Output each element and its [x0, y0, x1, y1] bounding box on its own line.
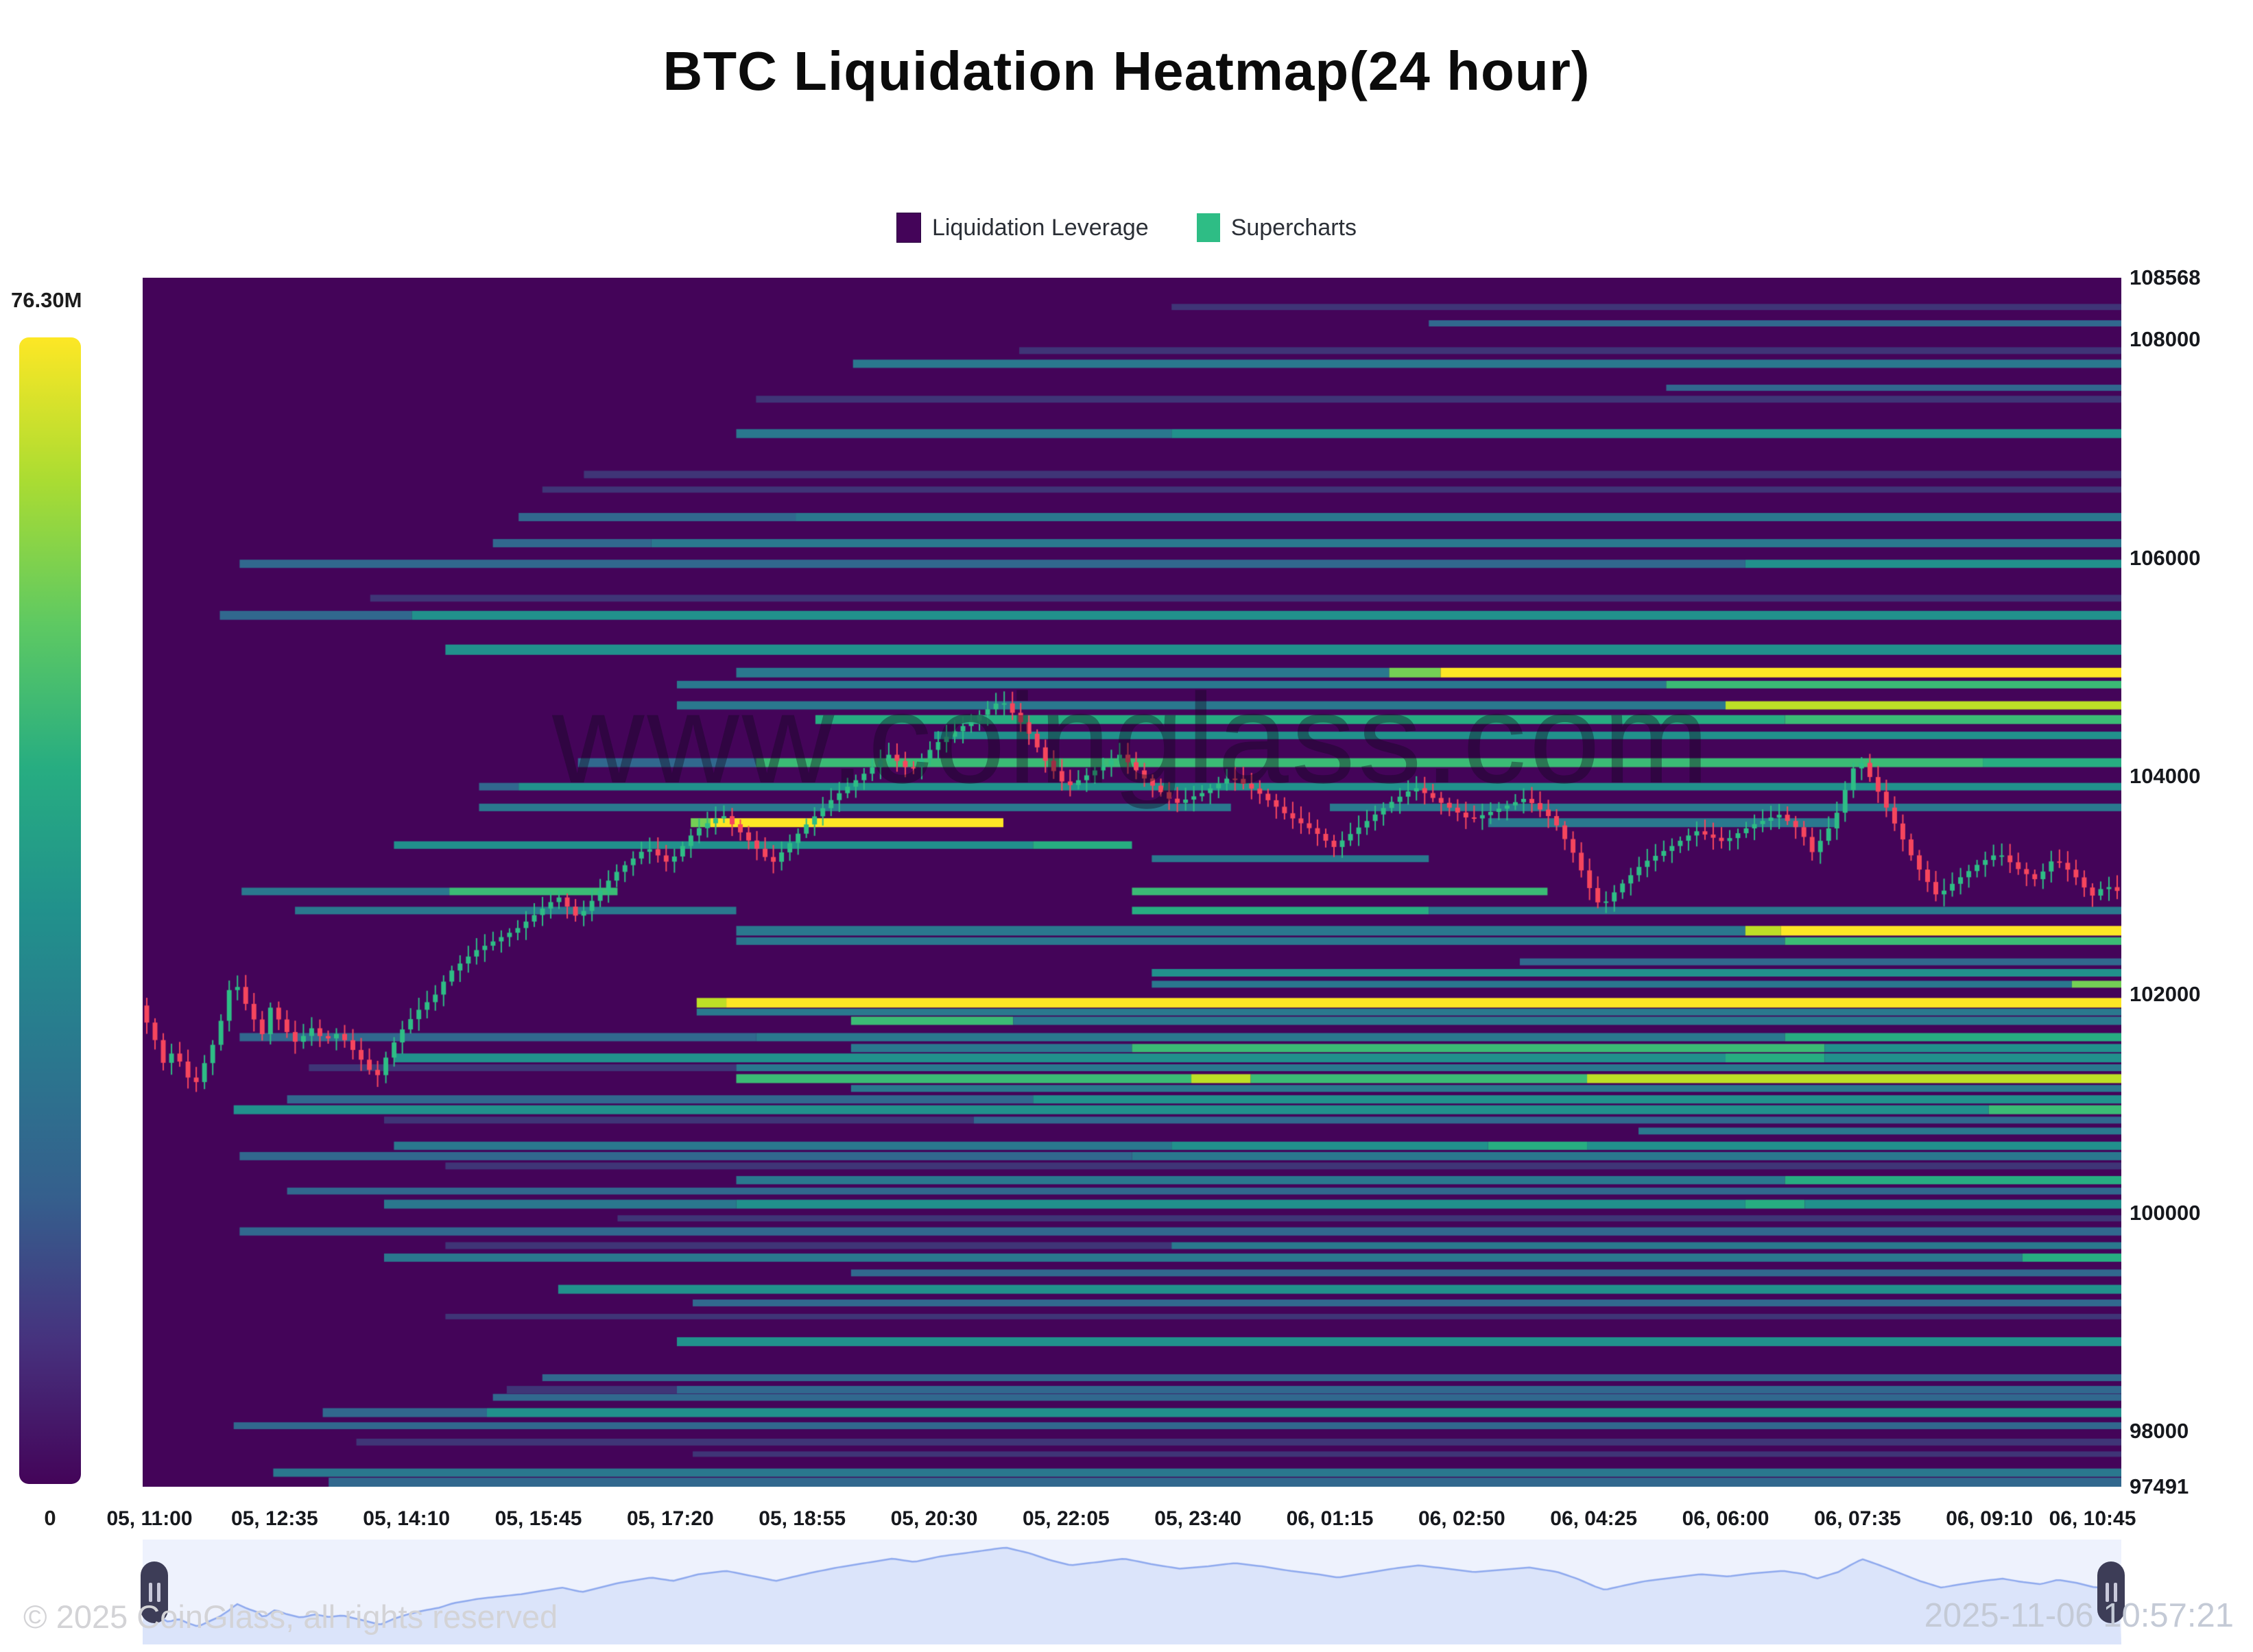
navigator-left-handle-icon[interactable]	[141, 1561, 168, 1623]
y-tick-label: 98000	[2130, 1418, 2189, 1443]
x-tick-label: 06, 10:45	[2049, 1507, 2136, 1530]
colorbar-min-label: 0	[44, 1506, 56, 1530]
x-tick-label: 05, 18:55	[759, 1507, 846, 1530]
heatmap-plot-area[interactable]: www.coinglass.com	[143, 278, 2121, 1487]
y-tick-label: 108000	[2130, 327, 2201, 352]
y-tick-label: 100000	[2130, 1200, 2201, 1225]
legend-item-supercharts[interactable]: Supercharts	[1196, 213, 1357, 242]
range-navigator[interactable]	[143, 1540, 2121, 1644]
navigator-canvas[interactable]	[143, 1540, 2121, 1644]
timestamp-watermark: 2025-11-06 10:57:21	[1924, 1597, 2234, 1634]
x-tick-label: 06, 04:25	[1550, 1507, 1638, 1530]
y-tick-label: 104000	[2130, 764, 2201, 789]
colorbar-max-label: 76.30M	[11, 288, 82, 312]
x-tick-label: 06, 02:50	[1418, 1507, 1505, 1530]
page-title: BTC Liquidation Heatmap(24 hour)	[663, 40, 1590, 101]
x-tick-label: 05, 17:20	[626, 1507, 714, 1530]
colorbar-gradient	[19, 337, 81, 1484]
x-tick-label: 06, 06:00	[1682, 1507, 1769, 1530]
y-tick-label: 102000	[2130, 982, 2201, 1007]
price-axis: 108568 108000 106000 104000 102000 100000 9800…	[2130, 265, 2250, 1498]
x-tick-label: 06, 09:10	[1946, 1507, 2034, 1530]
y-tick-label: 97491	[2130, 1474, 2189, 1498]
chart-legend: Liquidation Leverage Supercharts	[0, 213, 2253, 243]
x-tick-label: 06, 01:15	[1286, 1507, 1374, 1530]
legend-label: Liquidation Leverage	[931, 214, 1149, 241]
navigator-right-handle-icon[interactable]	[2097, 1561, 2125, 1623]
y-tick-label: 106000	[2130, 545, 2201, 570]
supercharts-swatch-icon	[1196, 213, 1220, 242]
copyright-watermark: © 2025 CoinGlass, all rights reserved	[23, 1599, 558, 1635]
x-tick-label: 05, 14:10	[363, 1507, 451, 1530]
x-tick-label: 05, 22:05	[1022, 1507, 1110, 1530]
liquidation-leverage-swatch-icon	[896, 213, 921, 243]
x-tick-label: 05, 23:40	[1154, 1507, 1242, 1530]
y-tick-label: 108568	[2130, 265, 2201, 289]
legend-item-liquidation-leverage[interactable]: Liquidation Leverage	[896, 213, 1149, 243]
x-tick-label: 05, 11:00	[106, 1507, 193, 1530]
legend-label: Supercharts	[1230, 214, 1357, 241]
time-axis: 05, 11:00 05, 12:35 05, 14:10 05, 15:45 05, …	[106, 1507, 2136, 1536]
x-tick-label: 05, 20:30	[890, 1507, 978, 1530]
x-tick-label: 05, 15:45	[494, 1507, 582, 1530]
x-tick-label: 06, 07:35	[1813, 1507, 1901, 1530]
x-tick-label: 05, 12:35	[230, 1507, 318, 1530]
heatmap-canvas[interactable]	[143, 278, 2121, 1487]
